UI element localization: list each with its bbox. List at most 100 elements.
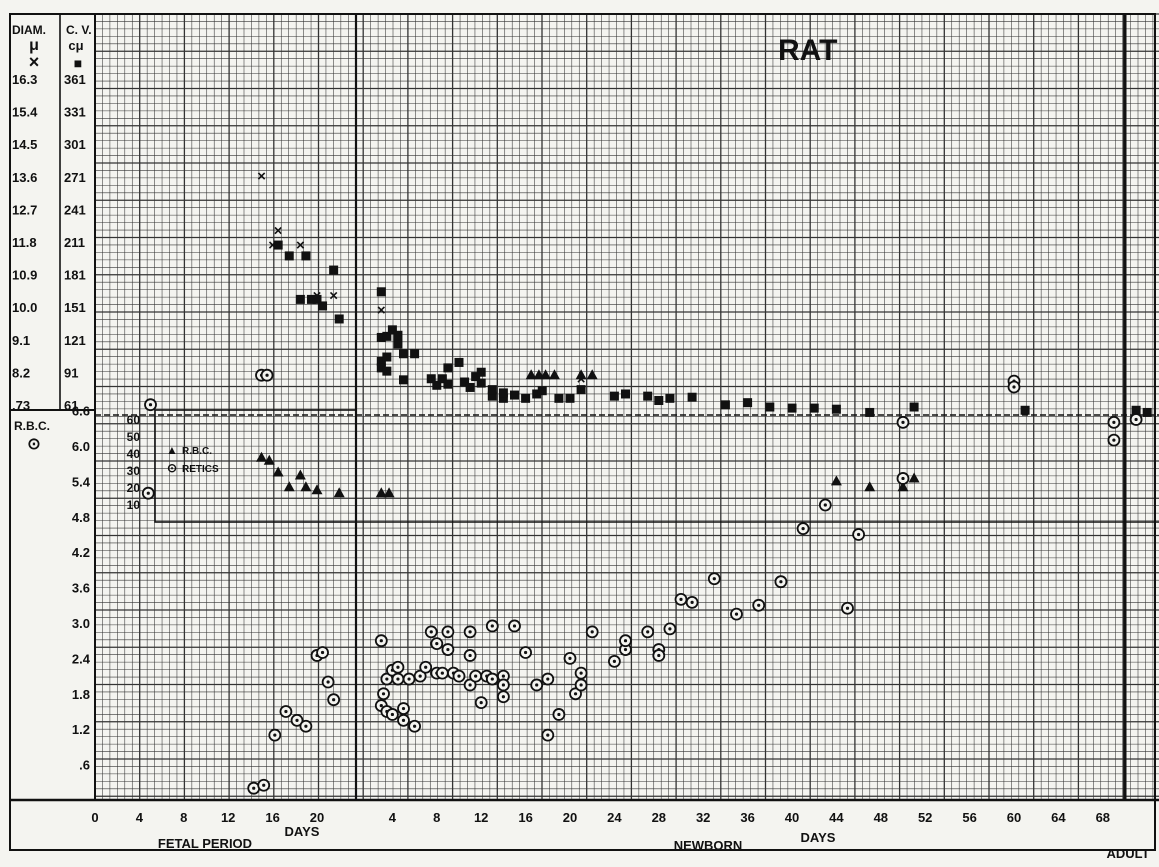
retic-point	[752, 598, 766, 612]
diam-tick-label: 10.0	[12, 300, 37, 315]
cv-tick-label: 301	[64, 137, 86, 152]
x-tick-label: 16	[518, 810, 532, 825]
diam-unit: μ	[29, 37, 39, 54]
diam-point: ×	[377, 302, 386, 319]
x-tick-label: 4	[136, 810, 144, 825]
rbc-point	[300, 481, 312, 492]
rbc-point	[864, 481, 876, 492]
cv-point	[476, 378, 486, 388]
x-label-newborn: NEWBORN	[674, 838, 743, 853]
cv-point	[306, 294, 316, 304]
cv-point	[831, 404, 841, 414]
retic-point	[469, 669, 483, 683]
retic-point	[896, 472, 910, 485]
cv-point	[301, 251, 311, 261]
cv-point	[273, 240, 283, 250]
rbc-point	[383, 487, 395, 498]
retic-point	[385, 708, 399, 721]
outer-frame	[9, 13, 1156, 851]
rbc-point	[540, 369, 552, 380]
cv-point	[382, 331, 392, 341]
retic-point	[530, 678, 544, 692]
x-tick-label: 68	[1096, 810, 1110, 825]
cv-point	[687, 392, 697, 402]
retic-point	[435, 666, 449, 680]
legend-symbol: ▲	[166, 443, 178, 457]
cv-point	[498, 393, 508, 403]
retic-point	[257, 778, 271, 792]
rbc-point	[256, 451, 267, 462]
rbc-tick-label: 6.6	[72, 404, 90, 419]
retic-point	[774, 575, 788, 589]
cv-point	[510, 390, 519, 400]
x-tick-label: 8	[180, 810, 187, 825]
cv-tick-label: 241	[64, 202, 86, 217]
cv-point	[443, 379, 453, 389]
cv-point	[376, 356, 386, 366]
retic-point	[408, 719, 422, 733]
cv-point	[476, 367, 486, 377]
retic-point	[377, 687, 390, 701]
rbc-tick-label: .6	[79, 758, 90, 773]
cv-tick-label: 361	[64, 72, 86, 87]
retic-point	[374, 634, 388, 648]
diam-tick-label: 9.1	[12, 333, 30, 348]
retic-point	[519, 646, 532, 659]
cv-point	[334, 314, 344, 324]
cv-point	[621, 389, 630, 399]
retic-point	[413, 669, 427, 683]
x-tick-label: 12	[221, 810, 235, 825]
cv-tick-label: 331	[64, 105, 86, 120]
cv-point	[399, 349, 408, 359]
cv-point	[1131, 405, 1141, 415]
diam-symbol: ×	[29, 52, 40, 72]
legend-box-frame	[154, 409, 357, 523]
cv-point	[565, 393, 575, 403]
x-tick-label: 0	[91, 810, 98, 825]
diam-tick-label: 15.4	[12, 105, 38, 120]
x-tick-label: 64	[1051, 810, 1066, 825]
retic-point	[652, 649, 666, 662]
x-tick-label: 52	[918, 810, 932, 825]
diam-tick-label: 11.8	[12, 235, 37, 250]
rbc-point	[263, 454, 275, 465]
retic-point	[563, 652, 577, 665]
cv-point	[609, 391, 619, 401]
cv-tick-label: 151	[64, 300, 86, 315]
diam-point: ×	[274, 222, 283, 239]
cv-point	[654, 395, 664, 405]
x-label-adult: ADULT	[1106, 846, 1149, 861]
x-tick-label: 32	[696, 810, 710, 825]
rbc-tick-label: 5.4	[72, 474, 91, 489]
x-tick-label: 20	[563, 810, 577, 825]
x-tick-label: 4	[389, 810, 397, 825]
retic-point	[419, 660, 433, 674]
cv-point	[387, 325, 397, 335]
x-tick-label: 60	[1007, 810, 1021, 825]
rbc-point	[908, 472, 920, 483]
cv-point	[471, 372, 481, 382]
legend-label: R.B.C.	[182, 446, 212, 457]
cv-point	[537, 386, 547, 396]
x-label-days-newborn: DAYS	[801, 830, 836, 845]
cv-point	[1020, 405, 1030, 415]
rbc-tick-label: 4.8	[72, 510, 90, 525]
retic-point	[463, 625, 477, 639]
retic-point	[1107, 415, 1121, 429]
cv-point	[399, 375, 408, 385]
rbc-tick-label: 3.6	[72, 581, 90, 596]
cv-point	[787, 403, 797, 413]
retic-point	[290, 713, 304, 727]
cv-point	[443, 363, 453, 373]
rbc-point	[830, 475, 842, 486]
retic-point	[541, 728, 555, 742]
cv-tick-label: 211	[64, 235, 85, 250]
cv-header: C. V.	[66, 23, 92, 37]
retic-point	[430, 637, 444, 651]
retic-point	[441, 625, 455, 639]
retic-point	[569, 687, 582, 701]
rbc-tick-label: 3.0	[72, 616, 90, 631]
legend-symbol: ⊙	[167, 461, 177, 475]
